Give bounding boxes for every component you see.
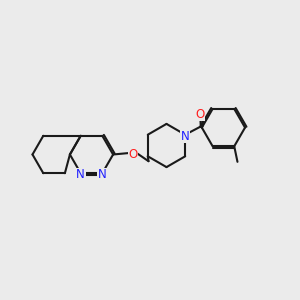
Text: O: O [196, 107, 205, 121]
Text: N: N [76, 168, 85, 181]
Text: N: N [98, 168, 107, 181]
Text: O: O [128, 148, 138, 161]
Text: N: N [181, 130, 190, 143]
